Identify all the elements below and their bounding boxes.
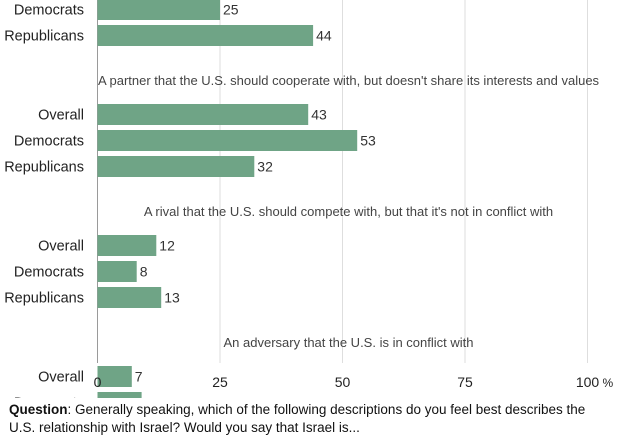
- question-footnote: Question: Generally speaking, which of t…: [9, 401, 609, 437]
- value-label: 25: [223, 2, 239, 18]
- question-text: : Generally speaking, which of the follo…: [9, 402, 586, 435]
- value-label: 12: [159, 238, 175, 254]
- group-title: An adversary that the U.S. is in conflic…: [224, 335, 474, 350]
- category-label: Republicans: [4, 291, 84, 307]
- value-label: 13: [164, 290, 180, 306]
- bar: [97, 235, 157, 256]
- category-label: Overall: [38, 108, 84, 124]
- value-label: 7: [135, 369, 143, 385]
- category-label: Democrats: [14, 265, 84, 281]
- value-label: 32: [257, 159, 273, 175]
- x-tick-label: 25: [212, 374, 228, 390]
- category-label: Democrats: [14, 396, 84, 399]
- x-tick-label: 75: [457, 374, 473, 390]
- category-label: Democrats: [14, 134, 84, 150]
- x-tick-label: 0: [94, 374, 102, 390]
- x-tick-label: 100: [576, 374, 600, 390]
- category-label: Republicans: [4, 29, 84, 45]
- value-label: 8: [140, 264, 148, 280]
- x-tick-label: 50: [335, 374, 351, 390]
- bar: [97, 104, 309, 125]
- category-label: Overall: [38, 370, 84, 386]
- group-title: A rival that the U.S. should compete wit…: [144, 204, 553, 219]
- category-label: Democrats: [14, 3, 84, 19]
- question-label: Question: [9, 402, 68, 417]
- x-unit-label: %: [603, 376, 614, 390]
- bar: [97, 156, 255, 177]
- category-label: Overall: [38, 239, 84, 255]
- bar: [97, 25, 314, 46]
- value-label: 43: [311, 107, 327, 123]
- bar: [97, 287, 162, 308]
- bar: [97, 392, 142, 398]
- category-label: Republicans: [4, 160, 84, 176]
- group-title: A partner that the U.S. should cooperate…: [98, 73, 600, 88]
- value-label: 44: [316, 28, 332, 44]
- value-label: 9: [145, 395, 153, 399]
- bar: [97, 261, 137, 282]
- bar: [97, 130, 358, 151]
- bar: [97, 366, 132, 387]
- value-label: 53: [360, 133, 376, 149]
- bar-chart: Democrats 25 Republicans 44 A partner that t…: [4, 0, 614, 399]
- bar: [97, 0, 220, 20]
